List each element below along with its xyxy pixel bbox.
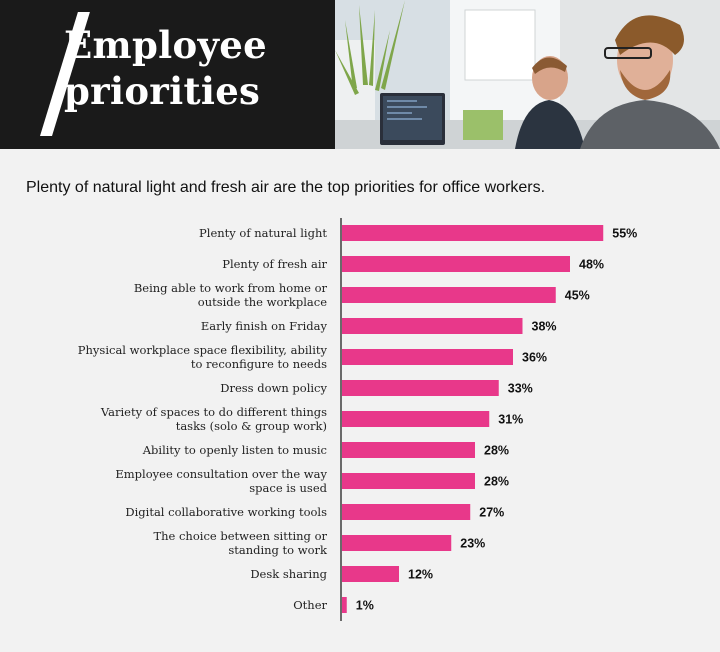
title-line-1: Employee bbox=[64, 23, 267, 67]
category-label-10-line-0: The choice between sitting or bbox=[153, 529, 327, 543]
category-label-4-line-1: to reconfigure to needs bbox=[191, 357, 327, 371]
value-label-9: 27% bbox=[479, 506, 504, 520]
category-label-1: Plenty of fresh air bbox=[222, 257, 327, 271]
category-label-2-line-1: outside the workplace bbox=[198, 295, 327, 309]
category-label-7: Ability to openly listen to music bbox=[142, 443, 327, 457]
category-label-8-line-1: space is used bbox=[249, 481, 327, 495]
value-label-11: 12% bbox=[408, 568, 433, 582]
chart-subtitle: Plenty of natural light and fresh air ar… bbox=[26, 179, 546, 196]
bar-12 bbox=[342, 597, 347, 613]
header-banner: Employee priorities bbox=[0, 0, 720, 149]
bar-3 bbox=[342, 318, 523, 334]
bar-0 bbox=[342, 225, 604, 241]
value-label-5: 33% bbox=[508, 382, 533, 396]
value-label-4: 36% bbox=[522, 351, 547, 365]
category-label-12: Other bbox=[293, 598, 327, 612]
office-photo-illustration bbox=[335, 0, 720, 149]
page-title: Employee priorities bbox=[64, 22, 267, 114]
bar-5 bbox=[342, 380, 499, 396]
bar-1 bbox=[342, 256, 570, 272]
office-photo bbox=[335, 0, 720, 149]
category-label-9: Digital collaborative working tools bbox=[125, 505, 327, 519]
value-label-2: 45% bbox=[565, 289, 590, 303]
bar-6 bbox=[342, 411, 490, 427]
bar-7 bbox=[342, 442, 475, 458]
value-label-12: 1% bbox=[356, 599, 374, 613]
category-label-5: Dress down policy bbox=[220, 381, 327, 395]
category-label-8-line-0: Employee consultation over the way bbox=[115, 467, 327, 481]
value-label-8: 28% bbox=[484, 475, 509, 489]
category-label-4-line-0: Physical workplace space flexibility, ab… bbox=[78, 343, 328, 357]
value-label-7: 28% bbox=[484, 444, 509, 458]
category-label-0: Plenty of natural light bbox=[199, 226, 327, 240]
title-line-2: priorities bbox=[64, 69, 261, 113]
bar-9 bbox=[342, 504, 471, 520]
category-label-3: Early finish on Friday bbox=[201, 319, 328, 333]
bar-4 bbox=[342, 349, 513, 365]
value-label-3: 38% bbox=[532, 320, 557, 334]
value-label-0: 55% bbox=[612, 227, 637, 241]
category-label-2-line-0: Being able to work from home or bbox=[134, 281, 328, 295]
bar-10 bbox=[342, 535, 452, 551]
bar-2 bbox=[342, 287, 556, 303]
bar-8 bbox=[342, 473, 475, 489]
value-label-10: 23% bbox=[460, 537, 485, 551]
value-label-1: 48% bbox=[579, 258, 604, 272]
category-label-10-line-1: standing to work bbox=[228, 543, 328, 557]
value-label-6: 31% bbox=[498, 413, 523, 427]
category-label-6-line-1: tasks (solo & group work) bbox=[176, 419, 327, 433]
title-block: Employee priorities bbox=[0, 0, 335, 149]
category-label-6-line-0: Variety of spaces to do different things bbox=[100, 405, 327, 419]
bar-11 bbox=[342, 566, 399, 582]
category-label-11: Desk sharing bbox=[250, 567, 327, 581]
